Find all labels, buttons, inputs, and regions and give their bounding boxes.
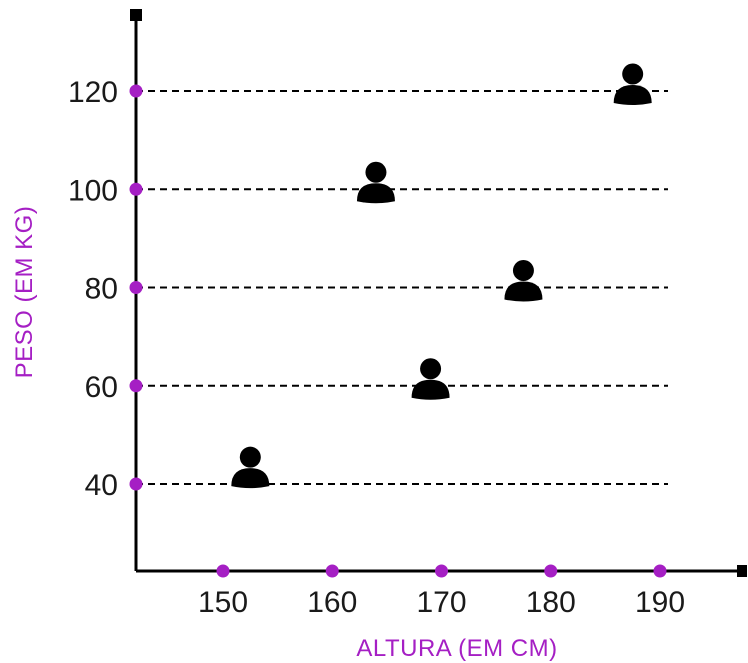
x-tick-dot — [216, 564, 230, 578]
x-tick-dot — [653, 564, 667, 578]
y-tick-label: 100 — [68, 174, 118, 207]
data-point — [411, 358, 450, 400]
data-point — [504, 260, 543, 302]
axes — [130, 9, 747, 577]
data-point — [231, 446, 270, 489]
x-axis-title: ALTURA (EM CM) — [356, 635, 557, 662]
y-axis-title: PESO (EM KG) — [11, 206, 38, 379]
y-tick-dot — [129, 379, 143, 393]
x-ticks: 150 160 170 180 190 — [198, 564, 685, 619]
person-icon-head — [365, 161, 387, 183]
y-tick-label: 80 — [85, 273, 118, 306]
y-ticks: 40 60 80 100 120 — [68, 76, 143, 502]
x-tick-label: 180 — [526, 586, 576, 619]
y-tick-label: 120 — [68, 76, 118, 109]
person-icon-head — [512, 260, 534, 281]
data-point — [356, 161, 395, 204]
x-tick-label: 150 — [198, 586, 248, 619]
person-icon — [356, 183, 395, 204]
y-tick-label: 40 — [85, 469, 118, 502]
x-tick-dot — [544, 564, 558, 578]
y-axis-end-marker — [130, 9, 142, 21]
x-tick-label: 190 — [635, 586, 685, 619]
y-tick-dot — [129, 182, 143, 196]
person-icon — [613, 85, 652, 105]
x-tick-label: 160 — [307, 586, 357, 619]
person-icon-head — [239, 446, 261, 468]
x-tick-dot — [325, 564, 339, 578]
person-icon — [504, 281, 543, 302]
y-tick-dot — [129, 84, 143, 98]
y-tick-dot — [129, 477, 143, 491]
person-icon-head — [622, 63, 644, 85]
x-axis-end-marker — [737, 565, 747, 577]
person-icon — [231, 468, 270, 489]
y-tick-dot — [129, 281, 143, 294]
data-points — [231, 63, 652, 489]
data-point — [613, 63, 652, 105]
y-tick-label: 60 — [85, 371, 118, 404]
x-tick-label: 170 — [416, 586, 466, 619]
person-icon — [411, 379, 450, 400]
x-tick-dot — [435, 564, 448, 578]
person-icon-head — [420, 358, 442, 380]
gridlines — [136, 90, 668, 485]
